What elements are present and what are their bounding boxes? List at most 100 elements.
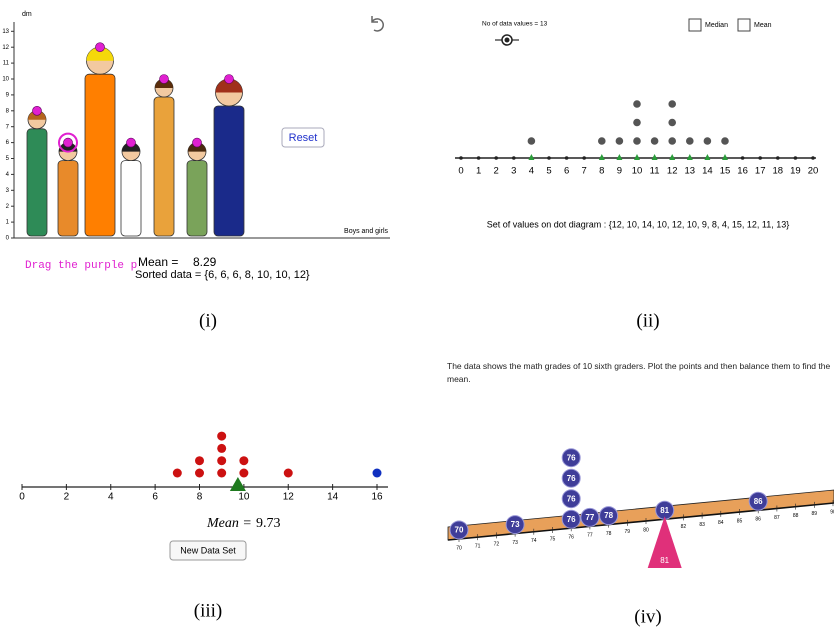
x-tick-label: 20 <box>808 166 819 177</box>
data-dot <box>195 456 204 465</box>
tick-dot <box>794 156 798 160</box>
y-tick-label: 6 <box>6 140 10 146</box>
x-tick-label: 5 <box>546 166 551 177</box>
beam-tick-label: 85 <box>737 518 743 524</box>
value-marker <box>528 154 534 160</box>
data-dot <box>284 469 293 478</box>
data-dot <box>668 137 676 145</box>
figure-body <box>85 74 115 236</box>
x-tick-label: 14 <box>327 492 339 503</box>
data-dot <box>668 100 676 108</box>
caption: (iii) <box>194 600 223 621</box>
tick-dot <box>494 156 498 160</box>
sorted-data: Sorted data = {6, 6, 6, 8, 10, 10, 12} <box>135 269 310 281</box>
beam-tick-label: 87 <box>774 515 780 521</box>
figure-body <box>58 161 78 236</box>
x-tick-label: 10 <box>632 166 643 177</box>
y-tick-label: 1 <box>6 220 10 226</box>
data-dot <box>598 137 606 145</box>
x-tick-label: 6 <box>564 166 569 177</box>
data-dot <box>217 456 226 465</box>
button-label[interactable]: New Data Set <box>180 545 236 555</box>
tick-dot <box>811 156 815 160</box>
grade-label: 77 <box>585 513 594 522</box>
x-tick-label: 0 <box>19 492 25 503</box>
reset-label[interactable]: Reset <box>289 132 318 144</box>
caption: (iv) <box>634 606 661 627</box>
data-dot <box>633 100 641 108</box>
data-dot <box>668 119 676 127</box>
x-tick-label: 3 <box>511 166 516 177</box>
beam-tick-label: 82 <box>681 524 687 530</box>
x-tick-label: 4 <box>108 492 114 503</box>
data-dot <box>217 469 226 478</box>
y-tick-label: 4 <box>6 172 10 178</box>
x-tick-label: 7 <box>582 166 587 177</box>
checkbox[interactable] <box>689 19 701 31</box>
y-tick-label: 9 <box>6 92 10 98</box>
beam-tick-label: 75 <box>550 536 556 542</box>
grade-label: 73 <box>511 520 520 529</box>
set-text: Set of values on dot diagram : {12, 10, … <box>487 219 790 229</box>
beam-tick-label: 80 <box>643 527 649 533</box>
beam-tick-label: 88 <box>793 513 799 519</box>
purple-point <box>64 138 73 147</box>
axis-unit: dm <box>22 11 32 18</box>
y-tick-label: 8 <box>6 108 10 114</box>
beam-tick-label: 83 <box>699 522 705 528</box>
refresh-icon[interactable] <box>372 16 383 31</box>
mean-value: 9.73 <box>256 516 281 531</box>
beam-tick-label: 71 <box>475 543 481 549</box>
mean-label: Mean = <box>138 255 178 269</box>
data-dot <box>704 137 712 145</box>
grade-label: 76 <box>567 494 576 503</box>
x-tick-label: 12 <box>283 492 295 503</box>
beam-tick-label: 73 <box>512 540 518 546</box>
data-dot <box>239 469 248 478</box>
x-tick-label: 4 <box>529 166 534 177</box>
data-dot <box>633 119 641 127</box>
checkbox[interactable] <box>738 19 750 31</box>
mean-label: Mean = <box>206 516 252 531</box>
x-tick-label: 10 <box>238 492 250 503</box>
data-dot <box>528 137 536 145</box>
x-tick-label: 11 <box>650 166 660 177</box>
x-tick-label: 8 <box>197 492 203 503</box>
count-label: No of data values = 13 <box>482 21 548 28</box>
data-dot <box>651 137 659 145</box>
page: { "panel_1": { "axis_unit": "dm", "ytick… <box>0 0 834 632</box>
value-marker <box>599 154 605 160</box>
checkbox-label: Median <box>705 22 728 29</box>
x-tick-label: 0 <box>458 166 463 177</box>
slider-knob-center <box>505 38 510 43</box>
pivot-label: 81 <box>660 556 669 565</box>
new-point <box>373 469 382 478</box>
value-marker <box>652 154 658 160</box>
x-tick-label: 15 <box>720 166 731 177</box>
y-tick-label: 11 <box>3 61 10 67</box>
grade-label: 86 <box>754 497 763 506</box>
x-tick-label: 13 <box>685 166 696 177</box>
instruction: Drag the purple p <box>25 260 137 272</box>
tick-dot <box>477 156 481 160</box>
y-tick-label: 7 <box>6 124 10 130</box>
x-tick-label: 2 <box>494 166 499 177</box>
x-tick-label: 9 <box>617 166 622 177</box>
purple-point <box>160 75 169 84</box>
data-dot <box>616 137 624 145</box>
y-tick-label: 3 <box>6 188 10 194</box>
mean-value: 8.29 <box>193 255 217 269</box>
x-tick-label: 1 <box>476 166 481 177</box>
tick-dot <box>512 156 516 160</box>
tick-dot <box>582 156 586 160</box>
data-dot <box>173 469 182 478</box>
data-dot <box>686 137 694 145</box>
purple-point <box>225 75 234 84</box>
figure-body <box>214 106 244 236</box>
beam-tick-label: 77 <box>587 533 593 539</box>
grade-label: 76 <box>567 474 576 483</box>
value-marker <box>704 154 710 160</box>
value-marker <box>722 154 728 160</box>
y-tick-label: 5 <box>6 156 10 162</box>
beam-tick-label: 78 <box>606 531 612 537</box>
